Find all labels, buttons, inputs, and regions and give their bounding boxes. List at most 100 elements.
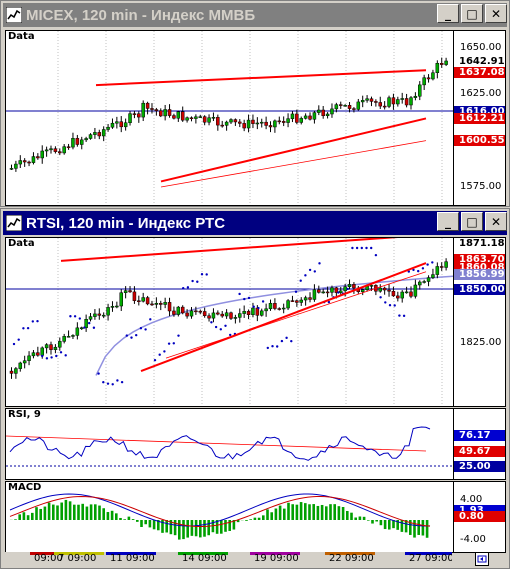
rtsi-chart-window[interactable]: RTSI, 120 min - Индекс РТС _ □ ✕ Data 18… [0,208,510,569]
micex-maximize-button[interactable]: □ [461,4,483,23]
candle-body [220,124,224,127]
parabolic-sar-dot [111,383,114,386]
scale-tick-label: 1650.00 [460,42,502,53]
candle-body [321,109,325,117]
parabolic-sar-dot [191,279,194,283]
parabolic-sar-dot [285,336,288,340]
parabolic-sar-dot [266,346,269,350]
rtsi-maximize-button[interactable]: □ [461,212,483,231]
candle-body [145,102,150,109]
candle-body [295,300,299,303]
candle-body [347,105,352,109]
macd-histogram-bar [199,520,202,538]
rtsi-minimize-button[interactable]: _ [437,212,459,231]
rsi-label: RSI, 9 [8,409,41,420]
parabolic-sar-dot [50,356,53,359]
candle-body [194,116,198,119]
candle-body [273,303,277,309]
parabolic-sar-dot [229,333,232,337]
parabolic-sar-dot [219,328,222,331]
candle-body [88,316,93,320]
candle-body [238,313,242,318]
micex-title-bar[interactable]: MICEX, 120 min - Индекс ММВБ [3,3,507,27]
parabolic-sar-dot [247,296,251,300]
scale-tick-label: -4.00 [460,534,486,545]
parabolic-sar-dot [402,314,406,318]
macd-histogram-bar [207,520,210,536]
parabolic-sar-dot [412,268,415,272]
macd-histogram-bar [165,520,168,533]
candle-body [40,150,44,159]
candle-body [79,139,84,145]
price-tag: 1863.70 [454,254,505,266]
candle-body [259,310,264,316]
micex-chart-window[interactable]: MICEX, 120 min - Индекс ММВБ _ □ ✕ Data … [0,0,510,207]
parabolic-sar-dot [318,262,321,265]
macd-panel[interactable]: MACD [5,481,454,553]
macd-histogram-bar [85,506,89,520]
candle-body [79,327,84,329]
candle-body [62,146,66,154]
macd-histogram-bar [337,506,341,520]
parabolic-sar-dot [374,253,378,257]
rtsi-close-button[interactable]: ✕ [485,212,507,231]
resistance-trendline [60,238,398,262]
candle-body [246,119,251,129]
parabolic-sar-dot [294,290,298,293]
parabolic-sar-dot [276,345,279,348]
macd-histogram-bar [367,520,370,521]
candle-body [352,108,356,110]
candle-body [242,311,246,314]
macd-histogram-bar [22,512,26,520]
macd-histogram-bar [161,520,164,533]
scroll-right-button[interactable] [475,552,489,566]
candle-body [325,291,330,294]
candle-body [36,352,40,356]
candle-body [14,368,18,374]
candle-body [75,138,80,145]
candle-body [233,317,238,319]
candle-body [343,286,347,292]
parabolic-sar-dot [102,381,105,384]
candle-body [88,134,93,139]
candle-body [163,302,167,305]
candle-body [413,95,418,98]
parabolic-sar-dot [116,379,119,382]
parabolic-sar-dot [97,372,100,375]
rsi-trendline [6,435,427,452]
parabolic-sar-dot [22,327,25,330]
candle-body [400,98,404,100]
price-tag: 1856.99 [454,268,505,280]
candle-body [404,98,409,106]
moving-average-line [95,275,453,376]
macd-histogram-bar [190,520,194,536]
channel-line [160,140,427,188]
rsi-panel[interactable]: RSI, 9 [5,408,454,480]
candle-body [150,303,154,306]
candle-body [119,121,123,128]
candle-body [295,113,299,123]
candle-body [290,113,295,119]
micex-minimize-button[interactable]: _ [437,4,459,23]
parabolic-sar-dot [200,273,204,276]
macd-histogram-bar [409,520,412,535]
candle-body [259,121,264,124]
micex-close-button[interactable]: ✕ [485,4,507,23]
rtsi-price-panel[interactable]: Data [5,237,454,407]
candle-body [251,307,255,315]
rtsi-candles-plot [6,238,453,406]
price-tag: 1612.21 [454,113,505,125]
parabolic-sar-dot [355,246,359,250]
macd-histogram-bar [106,512,110,520]
parabolic-sar-dot [83,326,86,329]
micex-price-panel[interactable]: Data [5,30,454,206]
macd-histogram-bar [413,520,416,538]
macd-histogram-bar [299,502,303,520]
candle-body [31,352,36,357]
rtsi-title-bar[interactable]: RTSI, 120 min - Индекс РТС [3,211,507,235]
macd-histogram-bar [371,520,374,524]
support-trendline [160,117,427,183]
candle-body [137,300,141,302]
candle-body [101,129,106,137]
macd-line [9,493,431,527]
